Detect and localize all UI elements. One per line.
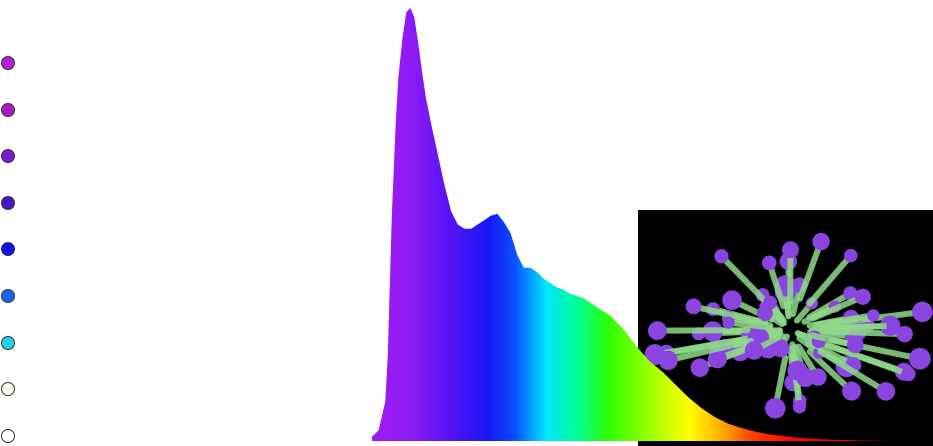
channel-dot-7[interactable] xyxy=(1,336,15,350)
channel-dot-6[interactable] xyxy=(1,289,15,303)
channel-dot-2[interactable] xyxy=(1,103,15,117)
channel-dot-1[interactable] xyxy=(1,56,15,70)
channel-dot-4[interactable] xyxy=(1,196,15,210)
spectrum-series xyxy=(372,8,900,441)
channel-dot-8[interactable] xyxy=(1,382,15,396)
channel-legend xyxy=(0,0,60,446)
spectrum-area xyxy=(372,8,900,441)
channel-dot-5[interactable] xyxy=(1,242,15,256)
channel-dot-9[interactable] xyxy=(1,429,15,443)
coral-photo xyxy=(638,210,933,446)
channel-dot-3[interactable] xyxy=(1,149,15,163)
